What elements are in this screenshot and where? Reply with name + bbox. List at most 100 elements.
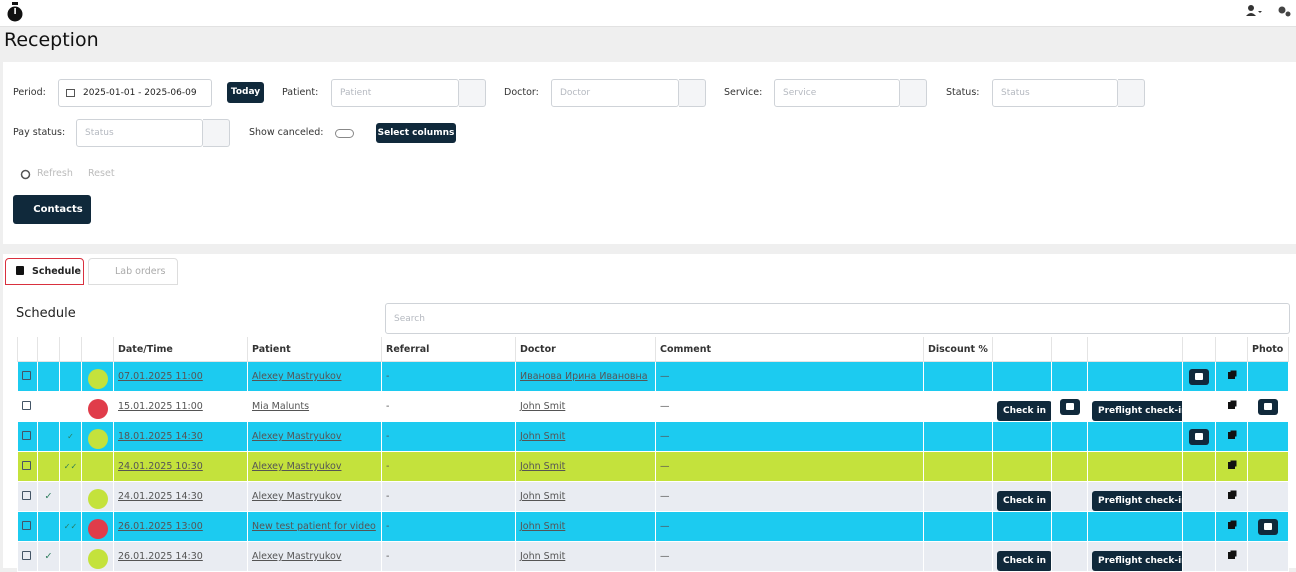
open-icon[interactable]	[22, 400, 31, 410]
patient-link[interactable]: New test patient for video	[252, 521, 376, 532]
copy-cell[interactable]	[1215, 421, 1248, 452]
col-header[interactable]: Discount %	[923, 337, 993, 362]
refresh-button[interactable]: Refresh	[37, 168, 73, 179]
patient-link[interactable]: Alexey Mastryukov	[252, 551, 342, 562]
check-cell	[37, 391, 60, 422]
doctor-input[interactable]: Doctor	[551, 79, 679, 107]
service-input[interactable]: Service	[774, 79, 900, 107]
photo-cell	[1247, 391, 1289, 422]
status-input[interactable]: Status	[992, 79, 1118, 107]
label: Service:	[724, 87, 763, 98]
search-button[interactable]	[203, 119, 230, 147]
doctor-link[interactable]: John Smit	[520, 491, 566, 502]
doctor-link[interactable]: John Smit	[520, 401, 566, 412]
doctor-link[interactable]: John Smit	[520, 431, 566, 442]
open-cell[interactable]	[17, 511, 38, 542]
patient-link[interactable]: Mia Malunts	[252, 401, 310, 412]
open-cell[interactable]	[17, 391, 38, 422]
tab-lab-orders[interactable]: Lab orders	[88, 258, 178, 285]
photo-button[interactable]	[1258, 398, 1278, 415]
select-columns-button[interactable]: Select columns -	[376, 123, 456, 158]
search-button[interactable]	[900, 79, 927, 107]
preflight-cell: Preflight check-in	[1087, 541, 1183, 572]
check-in-cell	[992, 451, 1052, 482]
copy-icon[interactable]	[1228, 462, 1235, 469]
copy-cell[interactable]	[1215, 391, 1248, 422]
date-link[interactable]: 18.01.2025 14:30	[118, 431, 203, 442]
open-cell[interactable]	[17, 541, 38, 572]
tab-schedule[interactable]: Schedule	[5, 258, 84, 285]
copy-cell[interactable]	[1215, 541, 1248, 572]
search-button[interactable]	[679, 79, 706, 107]
date-link[interactable]: 07.01.2025 11:00	[118, 371, 203, 382]
today-button[interactable]: Today	[227, 82, 264, 103]
date-link[interactable]: 26.01.2025 14:30	[118, 551, 203, 562]
date-link[interactable]: 24.01.2025 10:30	[118, 461, 203, 472]
open-icon[interactable]	[22, 370, 31, 380]
open-cell[interactable]	[17, 451, 38, 482]
photo-button[interactable]	[1258, 518, 1278, 535]
date-link[interactable]: 15.01.2025 11:00	[118, 401, 203, 412]
copy-icon[interactable]	[1228, 552, 1235, 559]
open-icon[interactable]	[22, 520, 31, 530]
patient-link[interactable]: Alexey Mastryukov	[252, 461, 342, 472]
check-in-cell	[992, 511, 1052, 542]
preflight-cell	[1087, 361, 1183, 392]
settings[interactable]	[1277, 5, 1291, 17]
check-in-button[interactable]: Check in	[997, 551, 1051, 571]
user-menu[interactable]	[1246, 5, 1262, 17]
check-cell	[37, 511, 60, 542]
preflight-button[interactable]: Preflight check-in	[1092, 401, 1182, 421]
doctor-link[interactable]: John Smit	[520, 521, 566, 532]
open-icon[interactable]	[22, 430, 31, 440]
date-cell: 24.01.2025 14:30	[113, 481, 248, 512]
open-icon[interactable]	[22, 550, 31, 560]
search-button[interactable]	[1118, 79, 1145, 107]
search-button[interactable]	[459, 79, 486, 107]
copy-cell[interactable]	[1215, 451, 1248, 482]
check-cell	[37, 361, 60, 392]
doctor-link[interactable]: John Smit	[520, 461, 566, 472]
copy-icon[interactable]	[1228, 522, 1235, 529]
toggle[interactable]	[335, 129, 354, 138]
copy-cell[interactable]	[1215, 511, 1248, 542]
preflight-button[interactable]: Preflight check-in	[1092, 491, 1182, 511]
doctor-link[interactable]: Иванова Ирина Ивановна	[520, 371, 648, 382]
open-cell[interactable]	[17, 421, 38, 452]
comment: —	[660, 401, 670, 412]
mail-button[interactable]	[1059, 398, 1080, 415]
pay-status-input[interactable]: Status	[76, 119, 203, 147]
copy-icon[interactable]	[1228, 402, 1235, 409]
referral-cell: -	[381, 421, 516, 452]
photo-cell	[1247, 451, 1289, 482]
patient-link[interactable]: Alexey Mastryukov	[252, 371, 342, 382]
patient-input[interactable]: Patient	[331, 79, 459, 107]
check-in-button[interactable]: Check in	[997, 401, 1051, 421]
photo-cell	[1247, 511, 1289, 542]
open-icon[interactable]	[22, 460, 31, 470]
date-link[interactable]: 24.01.2025 14:30	[118, 491, 203, 502]
copy-icon[interactable]	[1228, 372, 1235, 379]
patient-link[interactable]: Alexey Mastryukov	[252, 491, 342, 502]
open-cell[interactable]	[17, 361, 38, 392]
reset-button[interactable]: Reset	[88, 168, 115, 179]
date-link[interactable]: 26.01.2025 13:00	[118, 521, 203, 532]
copy-cell[interactable]	[1215, 481, 1248, 512]
patient-link[interactable]: Alexey Mastryukov	[252, 431, 342, 442]
col-header[interactable]: Date/Time	[113, 337, 248, 362]
check-in-button[interactable]: Check in	[997, 491, 1051, 511]
contacts-button[interactable]: Contacts	[13, 195, 91, 224]
preflight-button[interactable]: Preflight check-in	[1092, 551, 1182, 571]
comment: —	[660, 371, 670, 382]
copy-icon[interactable]	[1228, 432, 1235, 439]
open-cell[interactable]	[17, 481, 38, 512]
open-icon[interactable]	[22, 490, 31, 500]
search-input[interactable]: Search	[385, 303, 1290, 334]
doctor-link[interactable]: John Smit	[520, 551, 566, 562]
copy-cell[interactable]	[1215, 361, 1248, 392]
copy-icon[interactable]	[1228, 492, 1235, 499]
print-button[interactable]	[1189, 428, 1209, 445]
referral-cell: -	[381, 481, 516, 512]
print-button[interactable]	[1189, 368, 1209, 385]
period-input[interactable]: 2025-01-01 - 2025-06-09	[58, 79, 212, 107]
